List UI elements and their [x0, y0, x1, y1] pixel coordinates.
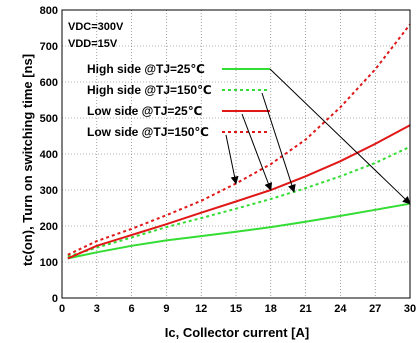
- x-tick-label: 12: [195, 303, 207, 315]
- legend: High side @TJ=25℃ High side @TJ=150℃ Low s…: [87, 62, 270, 139]
- y-tick-label: 100: [40, 257, 58, 269]
- x-tick-label: 18: [265, 303, 277, 315]
- x-tick-label: 0: [59, 303, 65, 315]
- legend-arrow-3: [241, 113, 273, 191]
- y-tick-labels: 0 100 200 300 400 500 600 700 800: [40, 5, 58, 305]
- condition-vdd: VDD=15V: [68, 38, 118, 50]
- series-lines: [67, 23, 411, 260]
- legend-arrows: [225, 68, 411, 205]
- x-axis-label: Ic, Collector current [A]: [165, 325, 309, 340]
- series-line-4: [67, 23, 411, 256]
- y-tick-label: 500: [40, 113, 58, 125]
- conditions-block: VDC=300V VDD=15V: [68, 21, 124, 50]
- y-tick-label: 0: [52, 293, 58, 305]
- series-line-1: [67, 202, 411, 260]
- condition-vdc: VDC=300V: [68, 21, 124, 33]
- x-tick-label: 24: [334, 303, 347, 315]
- legend-label-3: Low side @TJ=25℃: [87, 104, 202, 118]
- y-tick-label: 200: [40, 221, 58, 233]
- legend-arrow-1: [269, 68, 411, 205]
- y-tick-label: 300: [40, 185, 58, 197]
- legend-label-1: High side @TJ=25℃: [87, 62, 205, 76]
- series-line-3: [67, 124, 411, 260]
- x-tick-label: 30: [404, 303, 416, 315]
- x-tick-label: 6: [129, 303, 135, 315]
- series-line-2: [67, 145, 411, 258]
- x-tick-label: 27: [369, 303, 381, 315]
- legend-label-2: High side @TJ=150℃: [87, 83, 212, 97]
- legend-arrow-4: [225, 134, 239, 185]
- x-tick-label: 9: [163, 303, 169, 315]
- legend-label-4: Low side @TJ=150℃: [87, 125, 209, 139]
- y-tick-label: 800: [40, 5, 58, 17]
- x-tick-label: 21: [299, 303, 311, 315]
- y-axis-label: tc(on), Turn on switching time [ns]: [20, 54, 35, 266]
- x-tick-labels: 0 3 6 9 12 15 18 21 24 27 30: [59, 303, 416, 315]
- x-tick-label: 15: [230, 303, 242, 315]
- x-tick-label: 3: [94, 303, 100, 315]
- legend-arrow-2: [261, 92, 296, 193]
- y-tick-label: 400: [40, 149, 58, 161]
- y-tick-label: 700: [40, 41, 58, 53]
- plot-frame: [61, 9, 411, 299]
- y-tick-label: 600: [40, 77, 58, 89]
